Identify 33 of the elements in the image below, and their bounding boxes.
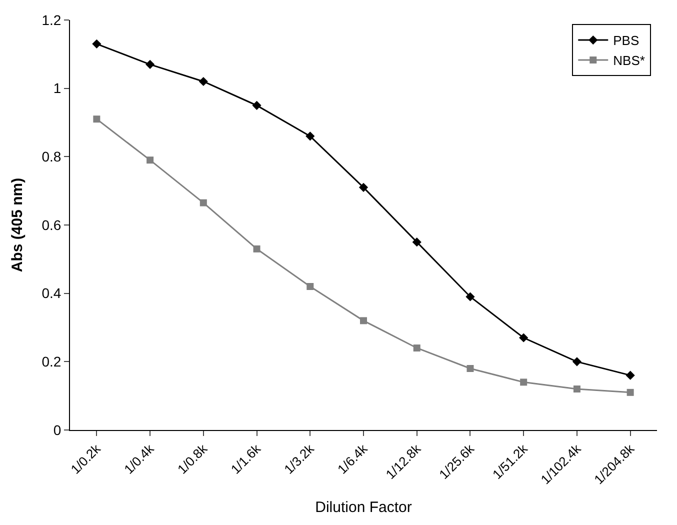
y-axis-title: Abs (405 nm)	[8, 178, 26, 272]
y-tick-label: 0	[53, 422, 62, 438]
point	[93, 116, 100, 123]
point	[413, 344, 420, 352]
point	[466, 292, 475, 302]
point	[573, 386, 580, 392]
point	[146, 156, 154, 164]
y-tick-label: 1	[53, 80, 62, 96]
point	[198, 76, 208, 86]
y-tick-label: 1.2	[42, 12, 62, 28]
point	[626, 370, 635, 380]
legend-label: PBS	[613, 33, 640, 48]
point	[358, 182, 368, 192]
point	[412, 238, 422, 247]
point	[519, 333, 528, 342]
x-axis-title: Dilution Factor	[315, 499, 412, 516]
point	[92, 39, 102, 48]
point	[200, 199, 207, 206]
point	[466, 365, 474, 372]
legend-label: NBS*	[613, 53, 645, 68]
point	[252, 100, 262, 110]
point	[306, 132, 315, 141]
y-tick-label: 0.4	[42, 285, 62, 302]
point	[146, 60, 155, 69]
point	[520, 378, 528, 386]
point	[306, 283, 314, 290]
point	[572, 357, 582, 366]
y-tick-label: 0.8	[42, 148, 62, 165]
y-tick-label: 0.6	[42, 216, 62, 233]
point	[253, 245, 260, 252]
point	[626, 388, 634, 396]
y-tick-label: 0.2	[42, 354, 62, 370]
point	[360, 317, 367, 324]
